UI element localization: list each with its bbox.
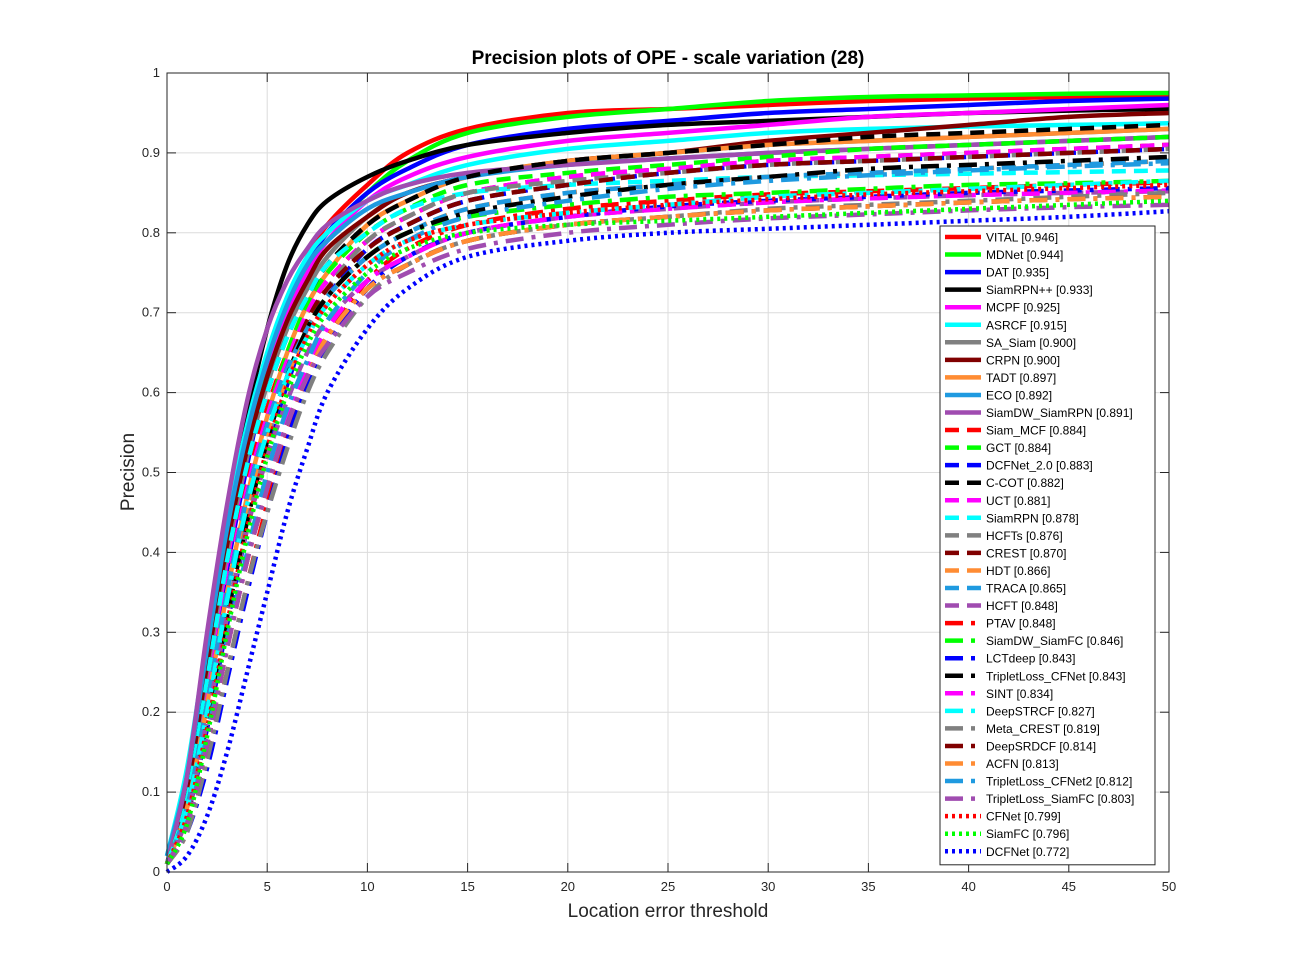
legend-entry-label: C-COT [0.882] [986,476,1064,490]
chart-title: Precision plots of OPE - scale variation… [472,48,865,69]
legend-entry-label: SiamDW_SiamFC [0.846] [986,634,1123,648]
legend-entry-label: CFNet [0.799] [986,810,1061,824]
legend-entry-label: CREST [0.870] [986,546,1066,560]
y-tick-label: 0.5 [142,465,160,480]
x-axis-ticks: 0 5 10 15 20 25 30 35 40 45 50 [163,73,1176,894]
legend-entry-label: SiamRPN [0.878] [986,511,1079,525]
legend-entry-label: HCFTs [0.876] [986,529,1063,543]
legend-entry-label: MCPF [0.925] [986,301,1060,315]
legend-entry-label: MDNet [0.944] [986,248,1063,262]
curves [164,90,1170,874]
series-line-acfn [164,194,1170,866]
series-line-tripletloss-siamfc [164,202,1170,866]
legend-entry-label: SiamDW_SiamRPN [0.891] [986,406,1133,420]
y-tick-label: 1 [153,65,160,80]
x-tick-label: 0 [163,879,170,894]
x-tick-label: 40 [961,879,975,894]
legend-entry-label: TADT [0.897] [986,371,1056,385]
y-tick-label: 0.3 [142,624,160,639]
series-line-crest [164,146,1170,865]
legend-entry-label: TripletLoss_SiamFC [0.803] [986,792,1134,806]
legend-entry-label: DeepSRDCF [0.814] [986,739,1096,753]
legend-entry-label: GCT [0.884] [986,441,1051,455]
series-line-crpn [164,110,1170,865]
x-tick-label: 20 [561,879,575,894]
legend-entry-label: TripletLoss_CFNet2 [0.812] [986,775,1132,789]
legend-entry-label: SA_Siam [0.900] [986,336,1076,350]
legend-entry-label: Meta_CREST [0.819] [986,722,1100,736]
x-tick-label: 30 [761,879,775,894]
y-tick-label: 0.7 [142,305,160,320]
legend-entry-label: CRPN [0.900] [986,353,1060,367]
series-line-meta-crest [165,190,1170,866]
legend-entry-label: LCTdeep [0.843] [986,652,1075,666]
legend-entry-label: VITAL [0.946] [986,231,1058,245]
x-tick-label: 15 [460,879,474,894]
legend-entry-label: TripletLoss_CFNet [0.843] [986,669,1126,683]
legend-entry-label: SiamFC [0.796] [986,827,1069,841]
x-tick-label: 10 [360,879,374,894]
y-tick-label: 0.8 [142,225,160,240]
legend-entry-label: HDT [0.866] [986,564,1050,578]
legend-entry-label: ASRCF [0.915] [986,318,1067,332]
x-tick-label: 50 [1162,879,1176,894]
legend-entry-label: TRACA [0.865] [986,582,1066,596]
legend-entry-label: ECO [0.892] [986,388,1052,402]
y-tick-label: 0.9 [142,145,160,160]
series-line-siamrpn [164,168,1170,865]
legend-box [939,225,1156,866]
legend: VITAL [0.946] MDNet [0.944] DAT [0.935] Sia… [939,225,1156,866]
x-axis-label: Location error threshold [568,901,769,922]
legend-entry-label: DAT [0.935] [986,266,1049,280]
legend-entry-label: PTAV [0.848] [986,617,1056,631]
legend-entry-label: UCT [0.881] [986,494,1050,508]
y-tick-label: 0.2 [142,704,160,719]
series-line-tripletloss-cfnet [164,154,1170,865]
x-tick-label: 25 [661,879,675,894]
series-line-sint [164,188,1170,866]
y-axis-ticks: 0 0.1 0.2 0.3 0.4 0.5 0.6 0.7 0.8 0.9 1 [142,65,1169,879]
legend-entry-label: DeepSTRCF [0.827] [986,704,1095,718]
x-tick-label: 45 [1062,879,1076,894]
y-axis-label: Precision [118,433,139,511]
legend-entry-label: DCFNet [0.772] [986,845,1069,859]
x-tick-label: 5 [264,879,271,894]
series-line-dcfnet [165,208,1170,874]
legend-entry-label: SINT [0.834] [986,687,1053,701]
legend-entry-label: DCFNet_2.0 [0.883] [986,459,1093,473]
y-tick-label: 0.6 [142,385,160,400]
series-line-cfnet [164,182,1170,865]
legend-entry-label: HCFT [0.848] [986,599,1058,613]
x-tick-label: 35 [861,879,875,894]
legend-entry-label: Siam_MCF [0.884] [986,424,1086,438]
y-tick-label: 0.4 [142,544,160,559]
legend-entry-label: SiamRPN++ [0.933] [986,283,1093,297]
series-line-traca [164,158,1170,865]
series-line-siamfc [164,198,1170,866]
y-tick-label: 0 [153,864,160,879]
legend-entry-label: ACFN [0.813] [986,757,1059,771]
series-line-siamdw-siamrpn [164,134,1170,865]
y-tick-label: 0.1 [142,784,160,799]
